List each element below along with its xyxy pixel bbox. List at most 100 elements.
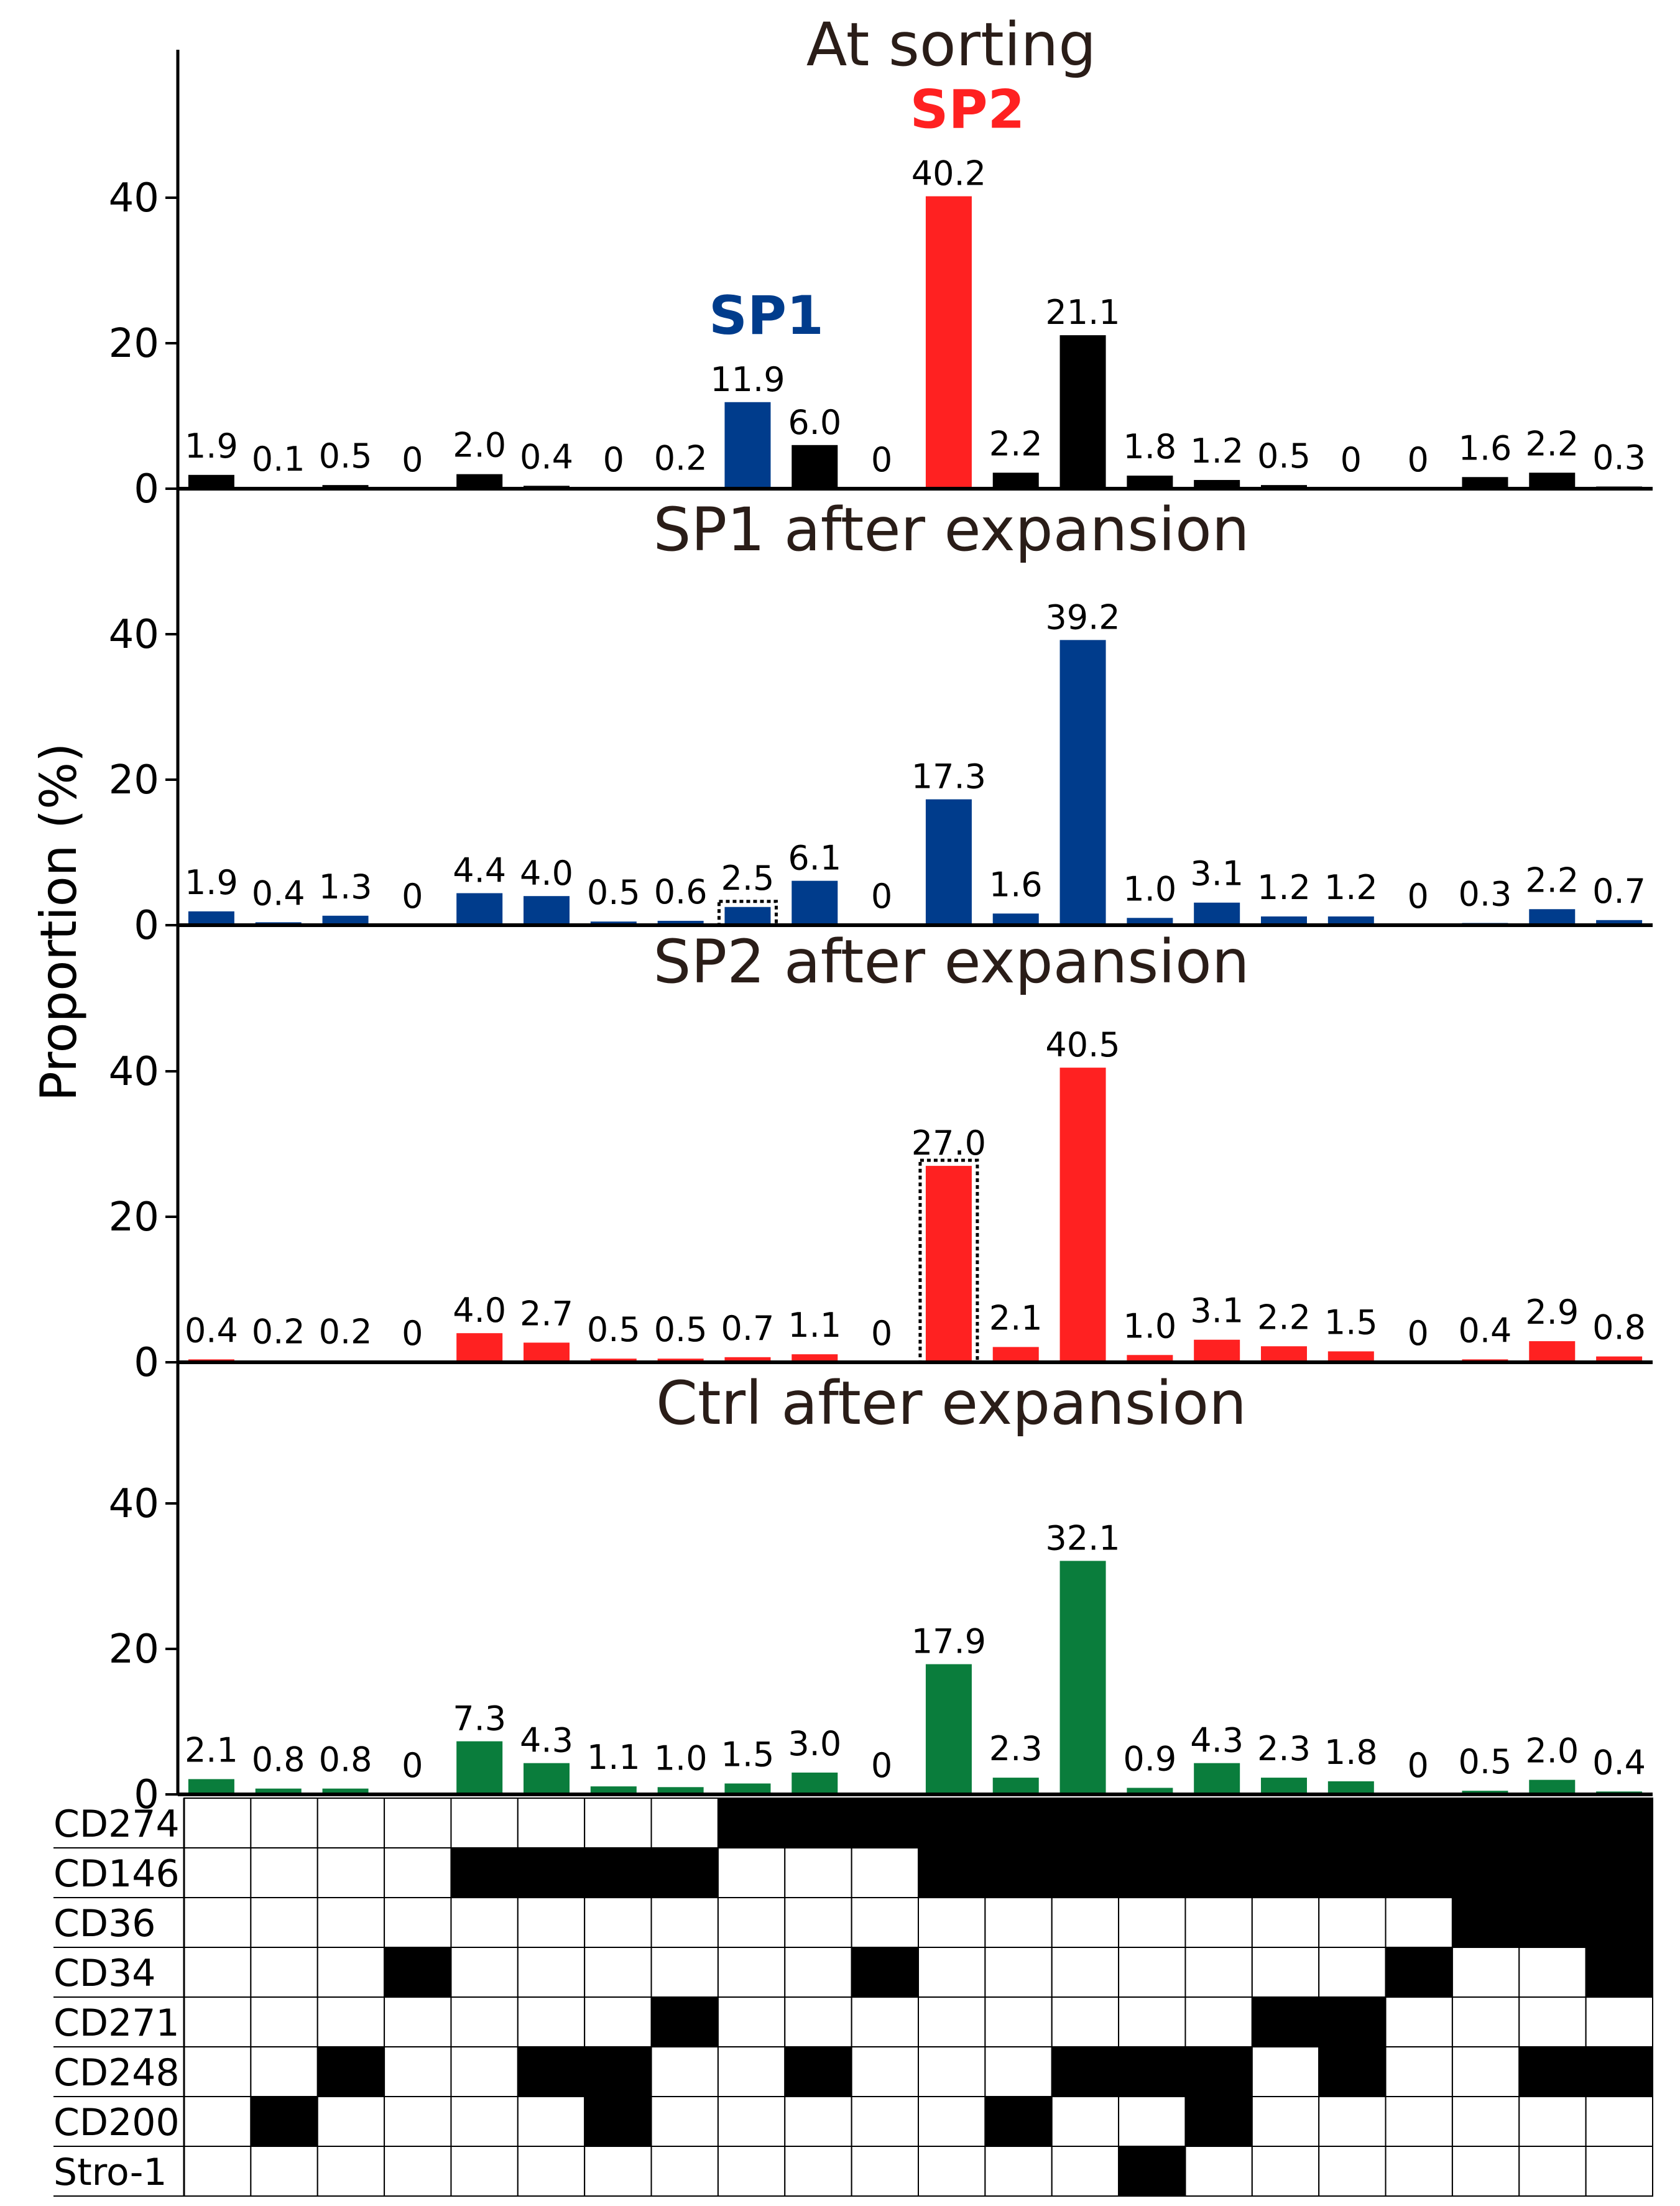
marker-label: CD200 (53, 2101, 180, 2144)
bar (1529, 1779, 1576, 1794)
value-label: 3.1 (1190, 854, 1244, 893)
value-label: 1.2 (1324, 868, 1378, 907)
value-label: 0 (1407, 877, 1428, 916)
matrix-cell-negative (183, 1798, 252, 1848)
matrix-cell-negative (1118, 1947, 1186, 1998)
matrix-cell-positive (584, 1847, 652, 1898)
matrix-cell-positive (1251, 1798, 1320, 1848)
matrix-cell-negative (784, 1947, 852, 1998)
matrix-cell-positive (851, 1798, 919, 1848)
value-label: 0.4 (252, 874, 305, 913)
matrix-cell-negative (717, 1847, 786, 1898)
matrix-cell-positive (1184, 2096, 1253, 2147)
matrix-cell-negative (784, 2096, 852, 2147)
bar (992, 1347, 1039, 1362)
matrix-cell-negative (450, 2046, 519, 2097)
bar (992, 473, 1039, 489)
matrix-cell-negative (450, 1897, 519, 1948)
value-label: 0 (402, 877, 423, 916)
matrix-cell-negative (784, 1996, 852, 2047)
value-label: 0.7 (1592, 872, 1646, 911)
value-label: 2.2 (1257, 1298, 1311, 1337)
y-tick-label: 40 (109, 1481, 159, 1527)
value-label: 1.8 (1123, 427, 1176, 466)
matrix-cell-negative (717, 1897, 786, 1948)
matrix-cell-negative (183, 1996, 252, 2047)
matrix-cell-positive (1318, 1798, 1387, 1848)
y-tick-label: 20 (109, 1194, 159, 1240)
matrix-cell-positive (450, 1847, 519, 1898)
bar (1462, 477, 1508, 489)
matrix-cell-negative (1451, 2146, 1520, 2197)
value-label: 27.0 (912, 1124, 986, 1163)
matrix-cell-positive (984, 1847, 1053, 1898)
matrix-cell-negative (1251, 2146, 1320, 2197)
marker-label: CD146 (53, 1852, 180, 1896)
matrix-cell-negative (316, 2096, 385, 2147)
value-label: 0.5 (587, 1310, 640, 1349)
matrix-cell-positive (1518, 1847, 1587, 1898)
matrix-cell-positive (1585, 1847, 1654, 1898)
bar (1059, 640, 1106, 925)
matrix-cell-negative (1585, 2146, 1654, 2197)
bar (992, 1778, 1039, 1794)
panel-3: SP2 after expansion 0 20 40 0.4 0.2 0.2 0 4.0 2.7… (109, 927, 1653, 1386)
matrix-cell-negative (918, 2046, 986, 2097)
bar (925, 1166, 972, 1362)
matrix-cell-negative (584, 2146, 652, 2197)
matrix-cell-positive (250, 2096, 318, 2147)
value-label: 0 (1407, 1314, 1428, 1353)
panel-title: At sorting (806, 10, 1096, 80)
matrix-cell-positive (1051, 2046, 1120, 2097)
matrix-cell-positive (650, 1996, 719, 2047)
y-tick-label: 0 (134, 903, 159, 949)
bar (1596, 1356, 1643, 1362)
y-tick-label: 40 (109, 612, 159, 658)
value-label: 0.5 (1459, 1742, 1512, 1781)
value-label: 0 (1407, 440, 1428, 479)
bar (590, 1786, 637, 1794)
panel-2: SP1 after expansion 0 20 40 1.9 0.4 1.3 0 4.4 4.0… (109, 495, 1653, 949)
matrix-cell-negative (384, 2096, 452, 2147)
matrix-cell-positive (384, 1947, 452, 1998)
bar (1059, 1068, 1106, 1362)
matrix-cell-positive (1118, 1847, 1186, 1898)
matrix-cell-positive (1318, 1847, 1387, 1898)
bar (724, 907, 771, 925)
value-label: 1.2 (1257, 868, 1311, 907)
bar (792, 880, 838, 925)
matrix-cell-positive (851, 1947, 919, 1998)
value-label: 0.3 (1592, 438, 1646, 477)
value-label: 1.2 (1190, 432, 1244, 471)
value-label: 2.2 (1525, 424, 1579, 463)
matrix-cell-positive (584, 2046, 652, 2097)
value-label: 0.2 (654, 439, 708, 478)
matrix-cell-positive (1118, 2146, 1186, 2197)
marker-label: CD36 (53, 1902, 155, 1945)
series-annotation: SP2 (910, 79, 1025, 141)
marker-label: Stro-1 (53, 2151, 167, 2194)
matrix-cell-positive (1318, 1996, 1387, 2047)
bar (1327, 916, 1374, 925)
matrix-cell-negative (250, 1798, 318, 1848)
matrix-cell-negative (316, 2146, 385, 2197)
matrix-cell-positive (1518, 2046, 1587, 2097)
matrix-cell-negative (984, 2046, 1053, 2097)
y-tick-label: 40 (109, 1049, 159, 1095)
matrix-cell-positive (784, 2046, 852, 2097)
value-label: 0.4 (520, 437, 573, 476)
bar (657, 1787, 704, 1794)
value-label: 2.7 (520, 1294, 573, 1333)
value-label: 4.0 (453, 1291, 506, 1330)
value-label: 7.3 (453, 1699, 506, 1738)
y-tick-label: 20 (109, 1627, 159, 1673)
matrix-cell-positive (1251, 1996, 1320, 2047)
matrix-cell-negative (316, 1947, 385, 1998)
matrix-cell-negative (1385, 2046, 1453, 2097)
bar (1127, 918, 1173, 925)
matrix-cell-negative (918, 2096, 986, 2147)
value-label: 4.3 (520, 1721, 573, 1760)
matrix-cell-positive (1585, 1947, 1654, 1998)
value-label: 0 (871, 1314, 892, 1353)
matrix-cell-negative (1118, 2096, 1186, 2147)
